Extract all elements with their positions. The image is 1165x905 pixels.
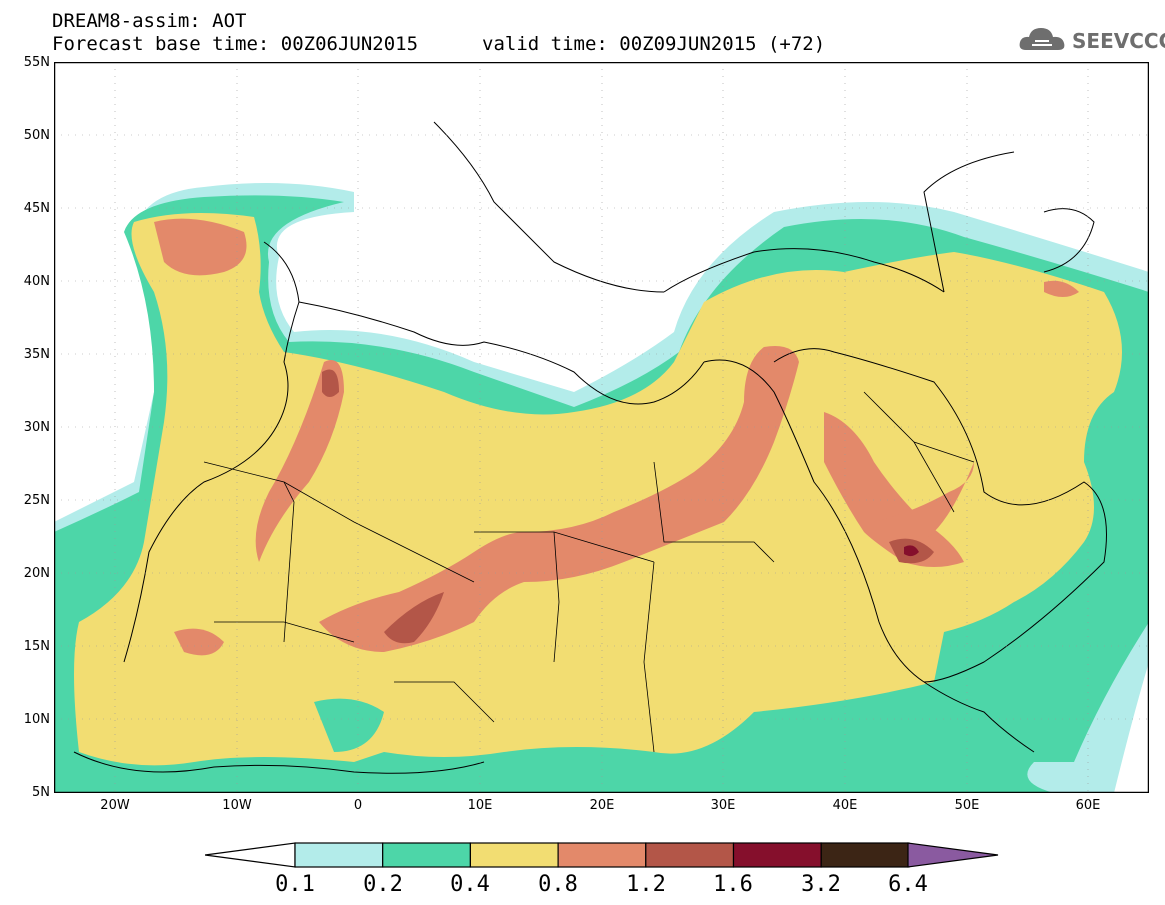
base-time-label: Forecast base time: 00Z06JUN2015	[52, 33, 419, 55]
lat-tick: 45N	[23, 201, 50, 216]
colorbar-swatch	[820, 842, 910, 868]
colorbar-label: 0.1	[275, 872, 315, 897]
lat-tick: 50N	[23, 128, 50, 143]
colorbar	[205, 842, 999, 868]
lat-tick: 40N	[23, 274, 50, 289]
colorbar-swatch	[294, 842, 384, 868]
lat-tick: 25N	[23, 493, 50, 508]
colorbar-label: 1.6	[713, 872, 753, 897]
lon-tick: 40E	[832, 798, 858, 813]
colorbar-swatch	[645, 842, 735, 868]
map-frame	[54, 62, 1149, 793]
lat-tick: 55N	[23, 55, 50, 70]
colorbar-label: 1.2	[626, 872, 666, 897]
colorbar-swatch	[382, 842, 471, 868]
colorbar-label: 0.8	[538, 872, 578, 897]
lon-tick: 0	[353, 798, 363, 813]
colorbar-label: 3.2	[801, 872, 841, 897]
coastlines	[73, 121, 1107, 774]
lat-tick: 5N	[32, 785, 50, 800]
lon-tick: 20W	[100, 798, 130, 813]
aot-map	[54, 62, 1149, 793]
lat-tick: 15N	[23, 639, 50, 654]
colorbar-swatch	[732, 842, 822, 868]
valid-time-label: valid time: 00Z09JUN2015 (+72)	[482, 33, 826, 55]
colorbar-label: 0.4	[450, 872, 490, 897]
lat-tick: 30N	[23, 420, 50, 435]
grid-lines	[54, 62, 1149, 793]
colorbar-under-arrow	[205, 842, 296, 868]
lat-tick: 10N	[23, 712, 50, 727]
colorbar-label: 6.4	[888, 872, 928, 897]
lon-tick: 20E	[589, 798, 615, 813]
lat-tick: 20N	[23, 566, 50, 581]
colorbar-over-arrow	[907, 842, 999, 868]
lon-tick: 10E	[467, 798, 493, 813]
lon-tick: 50E	[954, 798, 980, 813]
colorbar-swatch	[469, 842, 559, 868]
colorbar-swatch	[557, 842, 647, 868]
logo-text: SEEVCCC	[1072, 29, 1165, 53]
cloud-logo-icon	[1019, 28, 1065, 50]
aot-contour-fill	[54, 183, 1149, 793]
lon-tick: 60E	[1075, 798, 1101, 813]
lon-tick: 30E	[710, 798, 736, 813]
chart-title: DREAM8-assim: AOT	[52, 10, 247, 32]
colorbar-label: 0.2	[363, 872, 403, 897]
country-borders	[203, 391, 975, 753]
lat-tick: 35N	[23, 347, 50, 362]
lon-tick: 10W	[222, 798, 252, 813]
seevccc-logo: SEEVCCC	[1018, 24, 1165, 56]
